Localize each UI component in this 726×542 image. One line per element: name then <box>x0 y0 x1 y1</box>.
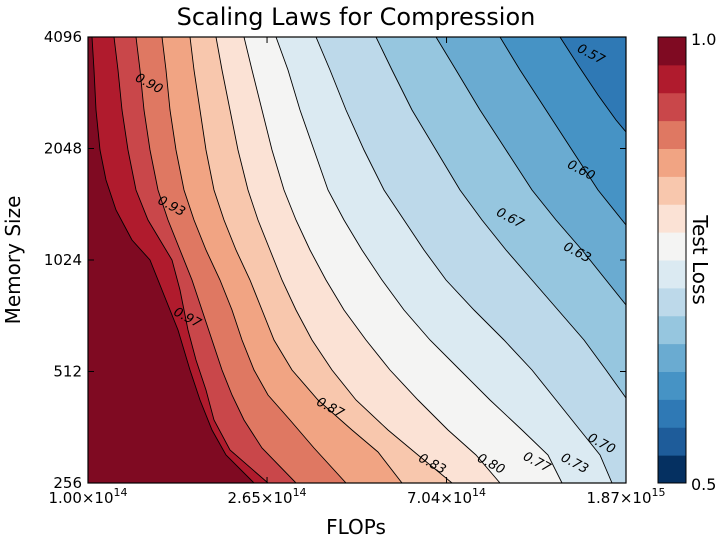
contour-band <box>560 37 626 132</box>
contour-band <box>88 37 254 483</box>
contour-line <box>91 37 255 483</box>
contour-band <box>216 37 500 483</box>
x-tick-label: 7.04×1014 <box>407 486 486 507</box>
x-tick-label: 2.65×1014 <box>228 486 307 507</box>
y-axis-label: Memory Size <box>1 196 25 325</box>
colorbar-segment <box>658 399 686 428</box>
colorbar-segment <box>658 260 686 289</box>
colorbar-segment <box>658 343 686 372</box>
contour-lines <box>91 37 626 483</box>
contour-line <box>375 37 626 399</box>
contour-line <box>499 37 626 226</box>
contour-band <box>162 37 402 483</box>
colorbar-segment <box>658 92 686 122</box>
colorbar-segment <box>658 315 686 345</box>
y-axis-ticks: 256 512 1024 2048 4096 <box>44 28 626 492</box>
x-tick-label: 1.00×1014 <box>48 486 127 507</box>
contour-line <box>559 37 626 133</box>
x-axis-label: FLOPs <box>326 515 386 539</box>
contour-line <box>435 37 626 306</box>
y-tick-label: 2048 <box>44 140 82 158</box>
contour-band <box>92 37 268 483</box>
y-tick-label: 1024 <box>44 251 82 269</box>
colorbar-label: Test Loss <box>688 214 712 305</box>
contour-line <box>189 37 403 483</box>
contour-band <box>190 37 452 483</box>
colorbar-frame <box>657 36 687 484</box>
contour-bands <box>88 37 626 483</box>
contour-line <box>315 37 613 483</box>
colorbar-tick-max: 1.0 <box>691 30 716 49</box>
colorbar <box>658 37 686 484</box>
colorbar-segment <box>658 371 686 400</box>
contour-line <box>113 37 269 483</box>
contour-line <box>243 37 501 483</box>
contour-band <box>376 37 626 398</box>
colorbar-segment <box>658 455 686 484</box>
contour-band <box>436 37 626 305</box>
contour-line <box>135 37 297 483</box>
colorbar-segment <box>658 148 686 177</box>
chart-title: Scaling Laws for Compression <box>177 3 536 31</box>
contour-line <box>275 37 563 483</box>
colorbar-segment <box>658 427 686 456</box>
colorbar-segment <box>658 204 686 233</box>
contour-band <box>114 37 296 483</box>
contour-band <box>136 37 346 483</box>
colorbar-segment <box>658 232 686 261</box>
x-axis-ticks: 1.00×1014 2.65×1014 7.04×1014 1.87×1015 <box>48 37 666 507</box>
contour-line <box>161 37 347 483</box>
y-tick-label: 512 <box>53 363 82 381</box>
colorbar-segment <box>658 176 686 205</box>
contour-line <box>215 37 453 483</box>
colorbar-segment <box>658 37 686 66</box>
colorbar-segment <box>658 287 686 317</box>
x-tick-label: 1.87×1015 <box>586 486 665 507</box>
colorbar-segment <box>658 120 686 149</box>
y-tick-label: 4096 <box>44 28 82 46</box>
colorbar-tick-min: 0.5 <box>691 475 716 494</box>
colorbar-segment <box>658 64 686 94</box>
contour-band <box>276 37 612 483</box>
contour-band <box>316 37 626 483</box>
y-tick-label: 256 <box>53 474 82 492</box>
plot-area <box>88 37 626 483</box>
contour-band <box>500 37 626 225</box>
